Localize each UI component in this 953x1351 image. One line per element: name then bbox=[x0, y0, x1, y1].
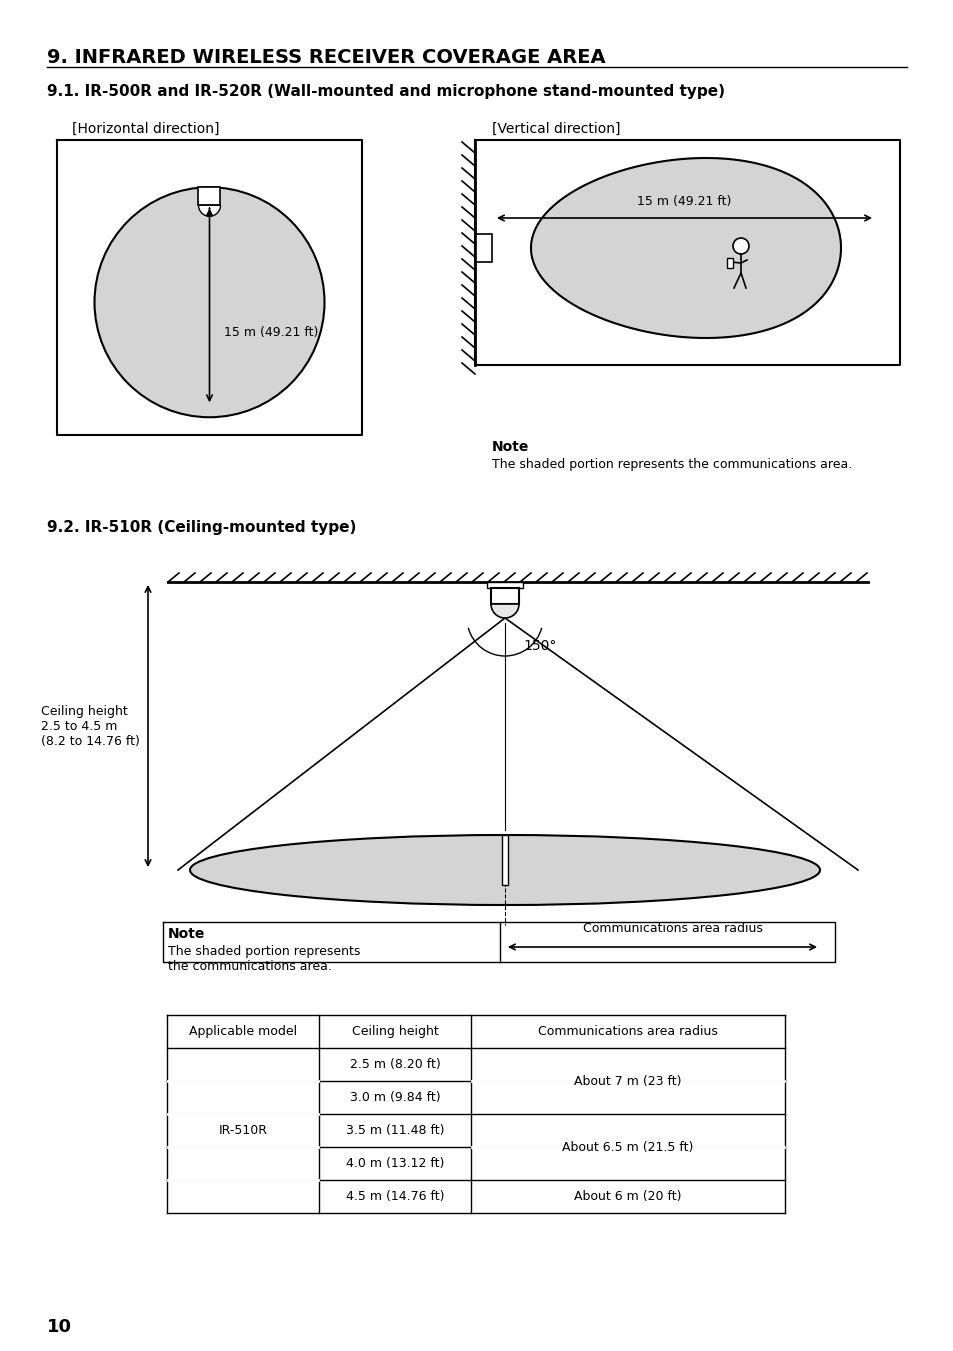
Text: [Vertical direction]: [Vertical direction] bbox=[492, 122, 619, 136]
Text: 4.5 m (14.76 ft): 4.5 m (14.76 ft) bbox=[345, 1190, 444, 1202]
Text: 15 m (49.21 ft): 15 m (49.21 ft) bbox=[637, 195, 731, 208]
Text: IR-510R: IR-510R bbox=[218, 1124, 267, 1138]
Text: 4.0 m (13.12 ft): 4.0 m (13.12 ft) bbox=[345, 1156, 444, 1170]
Text: Ceiling height: Ceiling height bbox=[352, 1025, 438, 1038]
Text: About 7 m (23 ft): About 7 m (23 ft) bbox=[574, 1074, 681, 1088]
Text: The shaded portion represents
the communications area.: The shaded portion represents the commun… bbox=[168, 944, 360, 973]
Text: Communications area radius: Communications area radius bbox=[537, 1025, 718, 1038]
Text: Note: Note bbox=[168, 927, 205, 942]
Bar bbox=[501, 835, 507, 885]
FancyBboxPatch shape bbox=[198, 188, 220, 205]
Text: [Horizontal direction]: [Horizontal direction] bbox=[71, 122, 219, 136]
Text: 10: 10 bbox=[47, 1319, 71, 1336]
Polygon shape bbox=[531, 158, 841, 338]
Bar bbox=[726, 258, 732, 267]
Text: 9. INFRARED WIRELESS RECEIVER COVERAGE AREA: 9. INFRARED WIRELESS RECEIVER COVERAGE A… bbox=[47, 49, 605, 68]
Text: 15 m (49.21 ft): 15 m (49.21 ft) bbox=[224, 326, 318, 339]
Wedge shape bbox=[198, 205, 220, 216]
Text: About 6.5 m (21.5 ft): About 6.5 m (21.5 ft) bbox=[561, 1140, 693, 1154]
Bar bbox=[486, 582, 522, 588]
Text: 3.5 m (11.48 ft): 3.5 m (11.48 ft) bbox=[345, 1124, 444, 1138]
Text: 2.5 m (8.20 ft): 2.5 m (8.20 ft) bbox=[349, 1058, 440, 1071]
Text: Note: Note bbox=[492, 440, 529, 454]
Text: About 6 m (20 ft): About 6 m (20 ft) bbox=[574, 1190, 681, 1202]
Text: 9.2. IR-510R (Ceiling-mounted type): 9.2. IR-510R (Ceiling-mounted type) bbox=[47, 520, 356, 535]
Bar bbox=[476, 234, 492, 262]
Text: Communications area radius: Communications area radius bbox=[582, 921, 761, 935]
Ellipse shape bbox=[94, 188, 324, 417]
Ellipse shape bbox=[190, 835, 820, 905]
Circle shape bbox=[732, 238, 748, 254]
Text: 150°: 150° bbox=[522, 639, 556, 653]
Text: Ceiling height
2.5 to 4.5 m
(8.2 to 14.76 ft): Ceiling height 2.5 to 4.5 m (8.2 to 14.7… bbox=[41, 704, 140, 747]
Text: Applicable model: Applicable model bbox=[189, 1025, 296, 1038]
Text: 9.1. IR-500R and IR-520R (Wall-mounted and microphone stand-mounted type): 9.1. IR-500R and IR-520R (Wall-mounted a… bbox=[47, 84, 724, 99]
Text: 3.0 m (9.84 ft): 3.0 m (9.84 ft) bbox=[350, 1092, 440, 1104]
Wedge shape bbox=[491, 604, 518, 617]
Text: The shaded portion represents the communications area.: The shaded portion represents the commun… bbox=[492, 458, 851, 471]
Bar bbox=[491, 588, 518, 604]
